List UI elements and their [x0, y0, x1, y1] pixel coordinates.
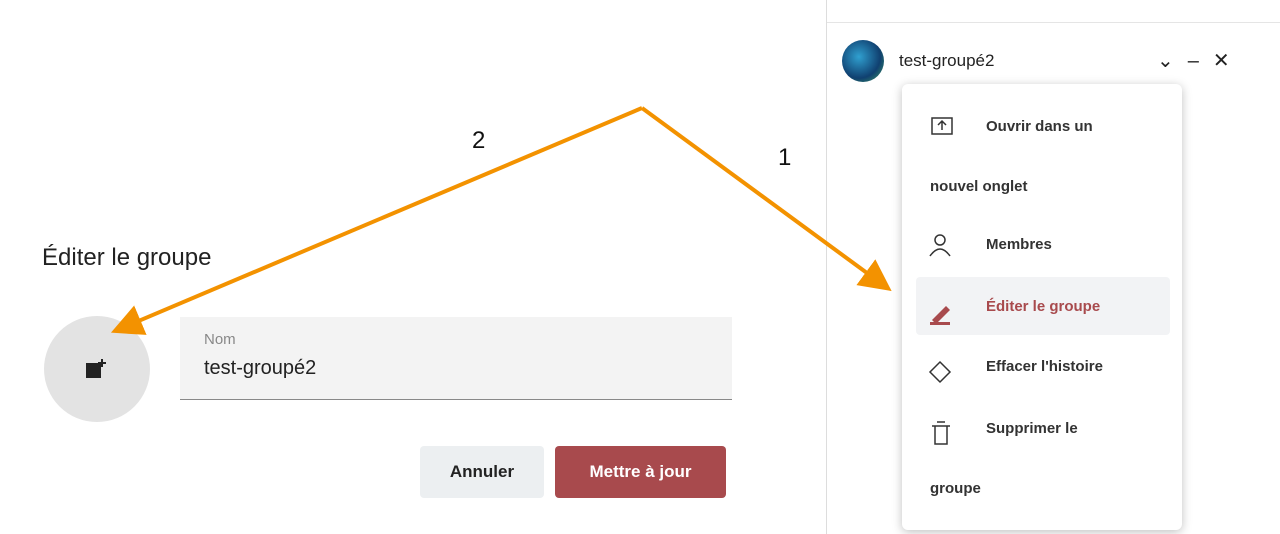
menu-item[interactable]: groupe	[930, 480, 981, 497]
group-name: test-groupé2	[899, 51, 995, 70]
submit-button[interactable]: Mettre à jour	[555, 446, 726, 498]
field-value: test-groupé2	[204, 357, 317, 379]
dialog-title: Éditer le groupe	[42, 244, 212, 271]
window-controls[interactable]: ⌄–✕	[1157, 50, 1244, 72]
menu-item[interactable]: Membres	[986, 236, 1052, 253]
menu-item[interactable]: Effacer l'histoire	[986, 358, 1103, 375]
field-label: Nom	[204, 331, 236, 348]
avatar-upload[interactable]	[44, 316, 150, 422]
cancel-button[interactable]: Annuler	[420, 446, 544, 498]
dialog: Éditer le groupe Nom test-groupé2 Annule…	[42, 244, 732, 498]
context-menu: Ouvrir dans un nouvel onglet Membres Édi…	[902, 84, 1182, 530]
menu-highlight	[916, 277, 1170, 335]
name-field[interactable]: Nom test-groupé2	[180, 317, 732, 400]
menu-icons	[928, 117, 953, 445]
menu-item[interactable]: Éditer le groupe	[986, 298, 1101, 315]
group-avatar	[842, 40, 884, 82]
tab-strip	[827, 0, 1280, 23]
menu-item[interactable]: Supprimer le	[986, 420, 1078, 437]
image-icon	[86, 359, 106, 378]
menu-item[interactable]: Ouvrir dans un	[986, 118, 1093, 135]
menu-item[interactable]: nouvel onglet	[930, 178, 1028, 195]
